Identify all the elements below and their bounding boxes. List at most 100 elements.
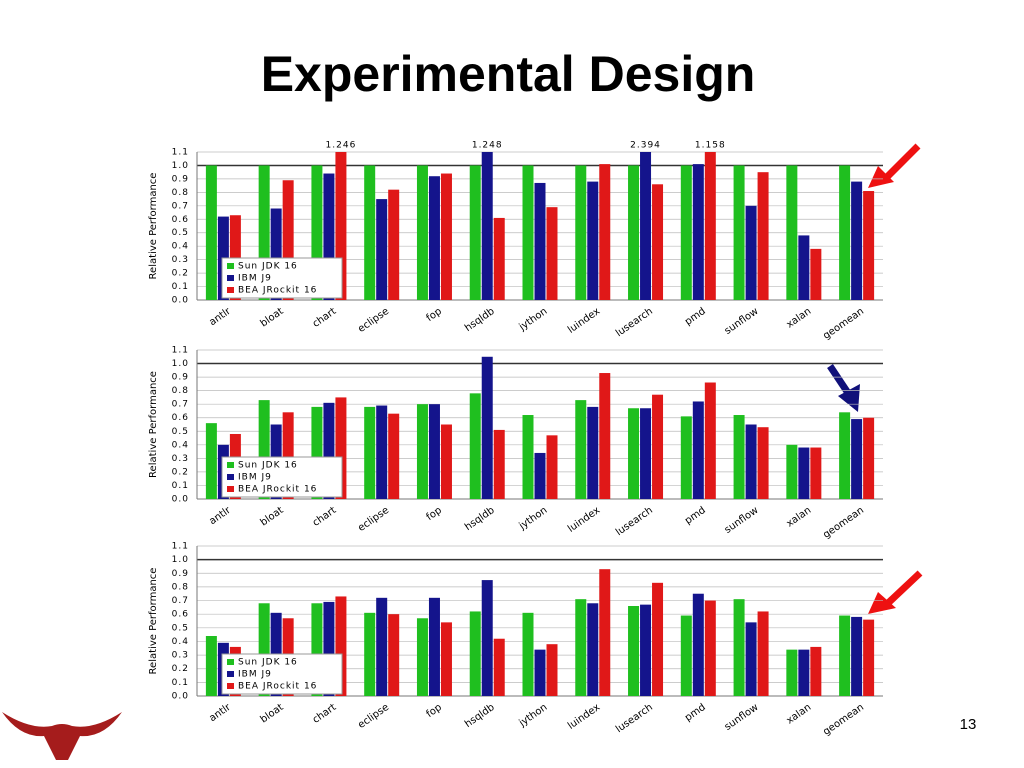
bar	[575, 599, 587, 696]
x-tick-label: hsqldb	[463, 702, 497, 730]
y-tick-label: 0.4	[172, 242, 189, 252]
x-tick-label: chart	[311, 702, 339, 726]
bar	[335, 152, 347, 300]
x-tick-label: fop	[424, 505, 443, 523]
x-tick-label: luindex	[566, 306, 602, 336]
x-tick-label: fop	[424, 702, 443, 720]
x-tick-label: bloat	[259, 306, 286, 330]
y-tick-label: 0.8	[172, 188, 189, 198]
y-tick-label: 0.6	[172, 215, 189, 225]
overflow-label: 1.248	[472, 141, 503, 151]
bar	[493, 217, 505, 300]
y-axis-label: Relative Performance	[148, 371, 159, 478]
y-tick-label: 1.0	[172, 359, 189, 369]
y-tick-label: 1.1	[172, 346, 189, 356]
bar	[745, 622, 757, 696]
x-tick-label: sunflow	[723, 306, 761, 337]
y-tick-label: 0.2	[172, 467, 189, 477]
bar	[376, 405, 388, 499]
x-tick-label: luindex	[566, 505, 602, 535]
y-tick-label: 0.0	[172, 692, 189, 702]
bar	[733, 599, 745, 696]
bar	[205, 636, 217, 696]
bar	[704, 600, 716, 696]
page-number: 13	[960, 716, 977, 733]
bar	[587, 181, 599, 300]
legend-label: IBM J9	[238, 473, 272, 483]
x-tick-label: antlr	[207, 305, 233, 328]
bar	[311, 165, 323, 300]
x-tick-label: jython	[517, 505, 550, 533]
x-tick-label: pmd	[683, 505, 708, 527]
arrow-red-3	[868, 570, 923, 614]
y-tick-label: 1.1	[172, 148, 189, 158]
legend-swatch	[227, 683, 234, 689]
bar	[546, 207, 558, 300]
bar	[798, 447, 810, 499]
bar	[376, 199, 388, 300]
bar	[680, 416, 692, 499]
y-tick-label: 0.2	[172, 664, 189, 674]
x-tick-label: xalan	[785, 505, 814, 530]
bar	[440, 173, 452, 300]
legend-label: Sun JDK 16	[238, 461, 298, 471]
x-tick-label: pmd	[683, 702, 708, 724]
legend-box	[221, 257, 343, 299]
bar	[733, 165, 745, 300]
bar	[704, 382, 716, 499]
bar	[587, 406, 599, 499]
bar	[851, 616, 863, 696]
bar	[258, 400, 270, 499]
x-tick-label: bloat	[259, 702, 286, 726]
bar	[546, 644, 558, 696]
bar	[628, 408, 640, 499]
bar	[839, 165, 851, 300]
bar	[587, 603, 599, 696]
legend-label: BEA JRockit 16	[238, 286, 317, 296]
bar	[258, 603, 270, 696]
bar	[311, 406, 323, 499]
bar	[745, 205, 757, 300]
x-tick-label: pmd	[683, 306, 708, 328]
legend-swatch	[227, 474, 234, 480]
legend-label: IBM J9	[238, 670, 272, 680]
bar	[546, 435, 558, 499]
bar	[481, 580, 493, 696]
y-tick-label: 0.2	[172, 269, 189, 279]
bar	[839, 615, 851, 696]
bar	[810, 248, 822, 300]
legend-label: IBM J9	[238, 274, 272, 284]
legend-swatch	[227, 263, 234, 269]
legend-box	[221, 456, 343, 498]
x-tick-label: geomean	[821, 702, 866, 738]
bar	[493, 429, 505, 499]
bar	[335, 596, 347, 696]
bar	[323, 601, 335, 696]
y-tick-label: 0.7	[172, 400, 189, 410]
bar	[640, 152, 652, 300]
bar	[416, 404, 428, 499]
legend-box	[221, 653, 343, 695]
bar	[376, 597, 388, 696]
bar	[522, 415, 534, 499]
bar	[798, 235, 810, 300]
legend-swatch	[227, 671, 234, 677]
bar	[323, 402, 335, 499]
y-tick-label: 0.1	[172, 481, 189, 491]
x-tick-label: sunflow	[723, 702, 761, 733]
x-tick-label: chart	[311, 505, 339, 529]
x-tick-label: fop	[424, 306, 443, 324]
bar	[311, 603, 323, 696]
bar	[428, 176, 440, 300]
bar	[786, 165, 798, 300]
bar	[652, 394, 664, 499]
y-tick-label: 0.5	[172, 427, 189, 437]
bar	[388, 614, 400, 696]
bar	[270, 208, 282, 300]
x-tick-label: lusearch	[614, 505, 655, 538]
y-tick-label: 0.9	[172, 569, 189, 579]
bar	[757, 172, 769, 300]
bar	[282, 412, 294, 499]
x-tick-label: bloat	[259, 505, 286, 529]
